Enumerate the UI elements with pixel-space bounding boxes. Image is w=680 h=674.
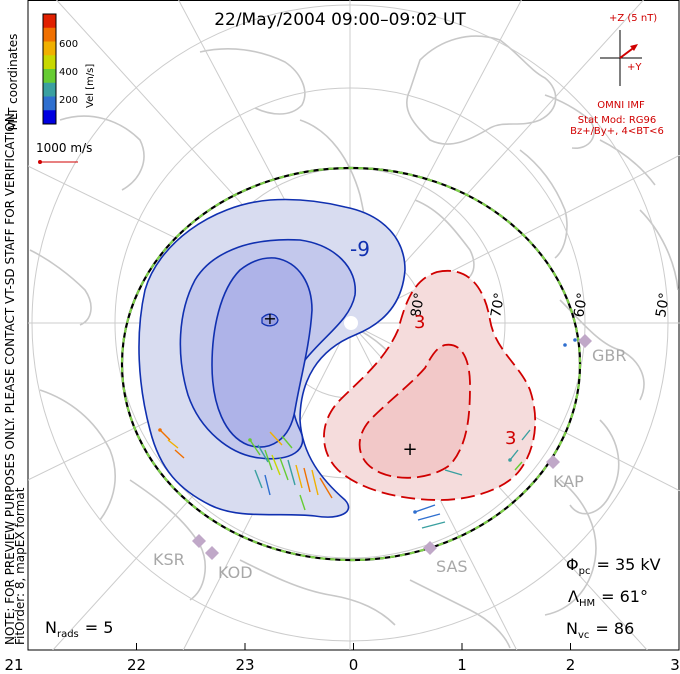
stat-nvc-symbol: N bbox=[566, 619, 578, 638]
velocity-ref-label: 1000 m/s bbox=[36, 141, 92, 155]
lat-label-60: 60° bbox=[571, 291, 591, 318]
stat-nrads-symbol: N bbox=[45, 618, 57, 637]
stat-phi: Φpc = 35 kV bbox=[566, 555, 661, 577]
stat-nvc-value: = 86 bbox=[595, 619, 634, 638]
hm-boundary-dash bbox=[120, 166, 582, 562]
imf-z-label: +Z (5 nT) bbox=[609, 13, 657, 24]
mlt-tick-label: 23 bbox=[235, 656, 254, 674]
svg-text:ΛHM= 61°: ΛHM = 61° bbox=[568, 587, 648, 609]
colorbar-segment bbox=[43, 55, 56, 70]
mlt-tick-label: 3 bbox=[670, 656, 680, 674]
fit-order-note: FitOrder: 8, mapEX format bbox=[13, 487, 27, 645]
colorbar-label: Vel [m/s] bbox=[85, 64, 96, 108]
radar-label-sas: SAS bbox=[436, 557, 468, 576]
mlt-tick-label: 1 bbox=[457, 656, 467, 674]
negative-cell-inner bbox=[211, 257, 313, 448]
coords-label: MLT coordinates bbox=[6, 34, 20, 131]
velocity-vectors bbox=[159, 429, 531, 529]
negative-cell-center-marker: + bbox=[263, 309, 276, 328]
mlt-tick-label: 2 bbox=[566, 656, 576, 674]
stat-lambda-value: = 61° bbox=[601, 587, 648, 606]
radar-label-gbr: GBR bbox=[592, 346, 627, 365]
imf-condition: Bz+/By+, 4<BT<6 bbox=[570, 126, 664, 137]
velocity-colorbar bbox=[42, 13, 57, 125]
lat-label-80: 80° bbox=[408, 291, 428, 318]
colorbar-tick-600: 600 bbox=[59, 39, 78, 50]
colorbar-tick-400: 400 bbox=[59, 67, 78, 78]
svg-text:Φpc= 35 kV: Φpc = 35 kV bbox=[566, 555, 661, 577]
stat-nrads-sub: rads bbox=[57, 629, 79, 640]
contour-label-neg: -9 bbox=[350, 237, 370, 261]
stat-nrads: Nrads = 5 bbox=[45, 618, 113, 640]
mlt-tick-label: 22 bbox=[127, 656, 146, 674]
radar-label-kod: KOD bbox=[218, 563, 253, 582]
stat-phi-sub: pc bbox=[579, 566, 591, 577]
stat-lambda-sub: HM bbox=[579, 598, 595, 609]
stat-nrads-value: = 5 bbox=[85, 618, 114, 637]
stat-lambda: ΛHM = 61° bbox=[568, 587, 648, 609]
lat-label-50: 50° bbox=[653, 291, 673, 318]
colorbar-tick-200: 200 bbox=[59, 95, 78, 106]
svg-text:Nvc= 86: Nvc = 86 bbox=[566, 619, 634, 641]
colorbar-segment bbox=[43, 69, 56, 84]
stat-lambda-symbol: Λ bbox=[568, 587, 579, 606]
stat-phi-symbol: Φ bbox=[566, 555, 579, 574]
mlt-tick-label: 0 bbox=[349, 656, 359, 674]
imf-source: OMNI IMF bbox=[597, 100, 645, 111]
negative-cell-core bbox=[261, 313, 279, 327]
colorbar-segment bbox=[43, 82, 56, 97]
stat-nvc: Nvc = 86 bbox=[566, 619, 634, 641]
pole-marker bbox=[344, 316, 358, 330]
mlt-tick-label: 21 bbox=[4, 656, 23, 674]
contour-label-pos1: 3 bbox=[414, 312, 425, 333]
colorbar-segment bbox=[43, 14, 56, 29]
svg-text:Nrads= 5: Nrads = 5 bbox=[45, 618, 113, 640]
colorbar-segment bbox=[43, 96, 56, 111]
mlt-axis: 21 22 23 0 1 2 3 bbox=[4, 643, 680, 674]
colorbar-segment bbox=[43, 110, 56, 125]
imf-model: Stat Mod: RG96 bbox=[578, 115, 657, 126]
stat-phi-value: = 35 kV bbox=[596, 555, 660, 574]
velocity-ref-origin bbox=[38, 160, 42, 164]
map-title: 22/May/2004 09:00–09:02 UT bbox=[214, 10, 466, 30]
lat-label-70: 70° bbox=[488, 291, 508, 318]
radar-label-ksr: KSR bbox=[153, 550, 185, 569]
positive-cell-center-marker: + bbox=[402, 439, 417, 460]
colorbar-segment bbox=[43, 27, 56, 42]
radar-sites bbox=[192, 334, 592, 560]
stat-nvc-sub: vc bbox=[578, 630, 589, 641]
colorbar-border bbox=[42, 13, 57, 125]
colorbar-segment bbox=[43, 41, 56, 56]
imf-y-label: +Y bbox=[627, 62, 642, 73]
preview-note: NOTE: FOR PREVIEW PURPOSES ONLY. PLEASE … bbox=[3, 109, 17, 645]
positive-cell-inner bbox=[358, 343, 471, 479]
vector-origins bbox=[158, 338, 577, 514]
contour-label-pos2: 3 bbox=[505, 428, 516, 449]
imf-clock bbox=[600, 30, 642, 86]
radar-label-kap: KAP bbox=[553, 472, 584, 491]
